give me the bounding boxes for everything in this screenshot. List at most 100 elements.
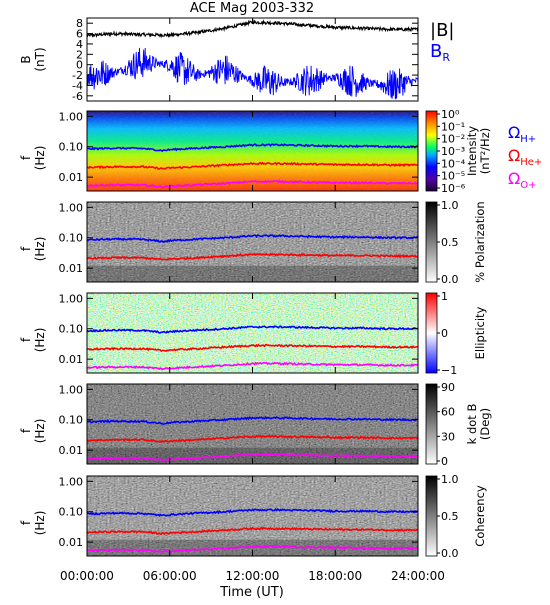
gyrofrequency-legend-o-plus: ΩO+ [508, 169, 536, 191]
intensity-panel: 1.00 0.10 0.01 f (Hz) 10⁰10⁻¹10⁻²10⁻³10⁻⁴10⁻⁵… [19, 108, 542, 195]
y-axis-label: f [19, 246, 33, 251]
y-axis-label: f [19, 428, 33, 433]
h-plus-gyrofrequency-line [86, 234, 419, 244]
intensity-colorbar [425, 110, 438, 192]
x-tick-label: 00:00:00 [60, 569, 114, 583]
x-tick-label: 12:00:00 [226, 569, 280, 583]
h-plus-gyrofrequency-line [86, 325, 419, 334]
kdotb-panel: 1.00 0.10 0.01 f (Hz) 90 60 30 0 k dot B (Deg) [19, 381, 492, 468]
colorbar-label: k dot B [465, 404, 479, 445]
ellipticity-texture [87, 293, 418, 373]
y-tick-label: 0.10 [59, 232, 84, 245]
h-plus-gyrofrequency-line [86, 507, 419, 517]
y-tick-label: -6 [72, 90, 83, 103]
kdotb-texture [87, 384, 418, 464]
ellipticity-panel: 1.00 0.10 0.01 f (Hz) 1 0 −1 Ellipticity [19, 290, 487, 377]
colorbar-tick-label: −1 [441, 364, 457, 377]
coherency-colorbar [425, 475, 438, 557]
y-tick-label: 0.10 [59, 414, 84, 427]
he-plus-gyrofrequency-line [86, 252, 419, 261]
colorbar-tick-label: 10⁻³ [441, 145, 465, 158]
y-tick-label: 8 [76, 17, 83, 30]
colorbar-tick-label: 0.5 [441, 510, 459, 523]
colorbar-tick-label: 0 [441, 327, 448, 340]
y-axis-unit: (Hz) [33, 237, 47, 262]
y-tick-label: 1.00 [59, 201, 84, 214]
colorbar-tick-label: 1 [441, 290, 448, 303]
y-tick-label: 1.00 [59, 475, 84, 488]
colorbar-tick-label: 1.0 [441, 199, 459, 212]
colorbar-label: Ellipticity [473, 306, 487, 359]
x-tick-label: 24:00:00 [391, 569, 445, 583]
time-axis: 00:00:00 06:00:00 12:00:00 18:00:00 24:00:00 [60, 569, 445, 583]
colorbar-tick-label: 0.0 [441, 273, 459, 286]
y-axis-unit: (Hz) [33, 146, 47, 171]
colorbar-tick-label: 10⁻⁵ [441, 170, 465, 183]
colorbar-tick-label: 10⁻² [441, 133, 465, 146]
colorbar-tick-label: 10⁰ [441, 108, 460, 121]
h-plus-gyrofrequency-line [86, 415, 419, 426]
intensity-texture [87, 111, 418, 191]
gyrofrequency-legend-h-plus: ΩH+ [508, 123, 536, 145]
ellipticity-colorbar [425, 292, 438, 374]
polarization-texture [87, 202, 418, 282]
b-magnitude-legend: |B| [430, 20, 454, 41]
y-tick-label: 0.01 [59, 444, 84, 457]
y-axis-label: f [19, 155, 33, 160]
x-tick-label: 18:00:00 [308, 569, 362, 583]
colorbar-tick-label: 10⁻⁴ [441, 157, 466, 170]
colorbar-tick-label: 0.0 [441, 547, 459, 560]
y-tick-label: 1.00 [59, 110, 84, 123]
y-tick-label: 0.01 [59, 171, 84, 184]
polarization-colorbar [425, 201, 438, 283]
x-tick-label: 06:00:00 [143, 569, 197, 583]
colorbar-tick-label: 60 [441, 406, 455, 419]
y-axis-unit: (Hz) [33, 511, 47, 536]
y-tick-label: 0 [76, 59, 83, 72]
polarization-panel: 1.00 0.10 0.01 f (Hz) 1.0 0.5 0.0 % Polarization [19, 199, 487, 286]
top-legend: |B| BR [430, 20, 454, 64]
b-radial-legend: BR [430, 41, 450, 64]
colorbar-tick-label: 30 [441, 430, 455, 443]
y-tick-label: 0.01 [59, 262, 84, 275]
b-radial-line [86, 47, 419, 100]
y-tick-label: 4 [76, 38, 83, 51]
he-plus-gyrofrequency-line [86, 161, 419, 170]
o-plus-gyrofrequency-line [86, 361, 419, 371]
y-tick-label: 1.00 [59, 383, 84, 396]
h-plus-gyrofrequency-line [86, 143, 419, 153]
y-tick-label: 0.01 [59, 353, 84, 366]
kdotb-colorbar [425, 383, 438, 465]
he-plus-gyrofrequency-line [86, 526, 419, 536]
y-axis-unit: (Hz) [33, 419, 47, 444]
y-axis-label: f [19, 520, 33, 525]
coherency-texture [87, 476, 418, 556]
colorbar-label: Intensity [465, 126, 479, 176]
colorbar-tick-label: 10⁻⁶ [441, 182, 466, 195]
colorbar-tick-label: 0.5 [441, 236, 459, 249]
colorbar-label: % Polarization [473, 201, 487, 282]
y-axis-unit: (nT) [33, 47, 47, 71]
he-plus-gyrofrequency-line [86, 434, 419, 444]
y-tick-label: -4 [72, 79, 83, 92]
o-plus-gyrofrequency-line [87, 179, 419, 189]
y-tick-label: 0.10 [59, 506, 84, 519]
colorbar-tick-label: 90 [441, 381, 455, 394]
y-tick-label: 0.10 [59, 323, 84, 336]
he-plus-gyrofrequency-line [86, 343, 418, 352]
colorbar-tick-label: 10⁻¹ [441, 120, 465, 133]
gyrofrequency-legend-he-plus: ΩHe+ [508, 146, 542, 168]
y-axis-unit: (Hz) [33, 328, 47, 353]
y-tick-label: 0.01 [59, 536, 84, 549]
colorbar-unit: (nT²/Hz) [478, 128, 492, 174]
coherency-panel: 1.00 0.10 0.01 f (Hz) 1.0 0.5 0.0 Coherency [19, 473, 487, 560]
colorbar-tick-label: 1.0 [441, 473, 459, 486]
y-tick-label: 6 [76, 28, 83, 41]
y-axis-label: B [19, 55, 33, 63]
chart-title: ACE Mag 2003-332 [190, 1, 314, 16]
y-tick-label: 0.10 [59, 141, 84, 154]
colorbar-unit: (Deg) [478, 408, 492, 440]
